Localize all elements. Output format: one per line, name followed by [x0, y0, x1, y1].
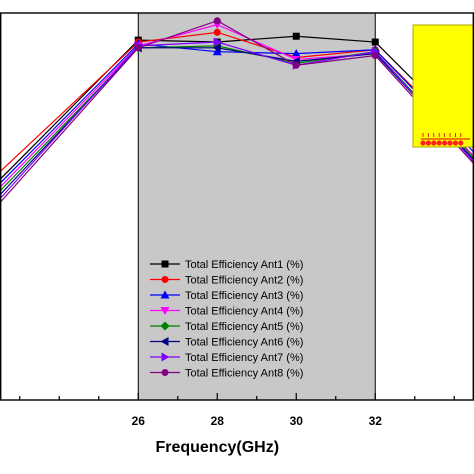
legend-label: Total Efficiency Ant7 (%)	[185, 352, 303, 364]
inset-board	[412, 24, 474, 148]
series-line-ant3	[0, 43, 474, 184]
legend-entry-ant3: Total Efficiency Ant3 (%)	[150, 290, 303, 302]
x-axis-title: Frequency(GHz)	[155, 439, 279, 456]
inset-antenna-element	[436, 140, 442, 146]
series-line-ant8	[0, 20, 474, 204]
legend-label: Total Efficiency Ant8 (%)	[185, 368, 303, 380]
legend-entry-ant1: Total Efficiency Ant1 (%)	[150, 259, 303, 271]
inset-antenna-element	[447, 140, 453, 146]
legend-marker	[160, 307, 170, 315]
x-tick-label: 32	[369, 414, 383, 428]
legend-marker	[161, 369, 169, 376]
legend-label: Total Efficiency Ant6 (%)	[185, 337, 303, 349]
data-point-ant8	[213, 17, 221, 25]
legend-marker	[160, 321, 170, 331]
legend-entry-ant8: Total Efficiency Ant8 (%)	[150, 368, 303, 380]
inset-antenna-marker	[412, 24, 474, 148]
inset-antenna-element	[442, 140, 448, 146]
legend: Total Efficiency Ant1 (%) Total Efficienc…	[150, 259, 303, 380]
plot-frame	[0, 12, 474, 401]
data-point-ant1	[371, 38, 379, 46]
data-point-ant8	[371, 52, 379, 60]
shaded-frequency-band	[137, 12, 376, 401]
data-point-ant2	[213, 28, 221, 36]
legend-entry-ant7: Total Efficiency Ant7 (%)	[150, 352, 303, 364]
legend-label: Total Efficiency Ant4 (%)	[185, 306, 303, 318]
legend-label: Total Efficiency Ant2 (%)	[185, 275, 303, 287]
legend-entry-ant6: Total Efficiency Ant6 (%)	[150, 337, 303, 349]
data-point-ant7	[213, 37, 222, 47]
inset-antenna-element	[452, 140, 458, 146]
data-point-ant1	[292, 32, 300, 40]
x-tick-label: 26	[132, 414, 146, 428]
inset-antenna-element	[431, 140, 437, 146]
legend-marker	[160, 337, 169, 346]
legend-marker	[160, 290, 170, 299]
legend-label: Total Efficiency Ant3 (%)	[185, 290, 303, 302]
data-point-ant8	[134, 44, 142, 52]
inset-antenna-element	[420, 140, 426, 146]
inset-antenna-element	[425, 140, 431, 146]
series-ant8	[0, 17, 474, 204]
legend-label: Total Efficiency Ant5 (%)	[185, 321, 303, 333]
legend-label: Total Efficiency Ant1 (%)	[185, 259, 303, 271]
legend-entry-ant4: Total Efficiency Ant4 (%)	[150, 306, 303, 318]
data-point-ant8	[292, 61, 300, 69]
series-line-ant6	[0, 47, 474, 196]
data-point-ant6	[212, 43, 221, 53]
data-point-ant3	[291, 49, 301, 58]
inset-antenna-element	[458, 140, 464, 146]
series-line-ant7	[0, 41, 474, 200]
x-tick-label: 28	[211, 414, 225, 428]
series-layer	[0, 17, 474, 204]
legend-marker	[161, 260, 169, 268]
x-tick-label: 30	[290, 414, 304, 428]
legend-entry-ant2: Total Efficiency Ant2 (%)	[150, 275, 303, 287]
data-point-ant3	[212, 47, 222, 56]
x-axis-ticks: 26 28 30 32	[19, 393, 455, 428]
legend-marker	[161, 352, 170, 362]
legend-entry-ant5: Total Efficiency Ant5 (%)	[150, 321, 303, 333]
legend-marker	[161, 276, 169, 283]
